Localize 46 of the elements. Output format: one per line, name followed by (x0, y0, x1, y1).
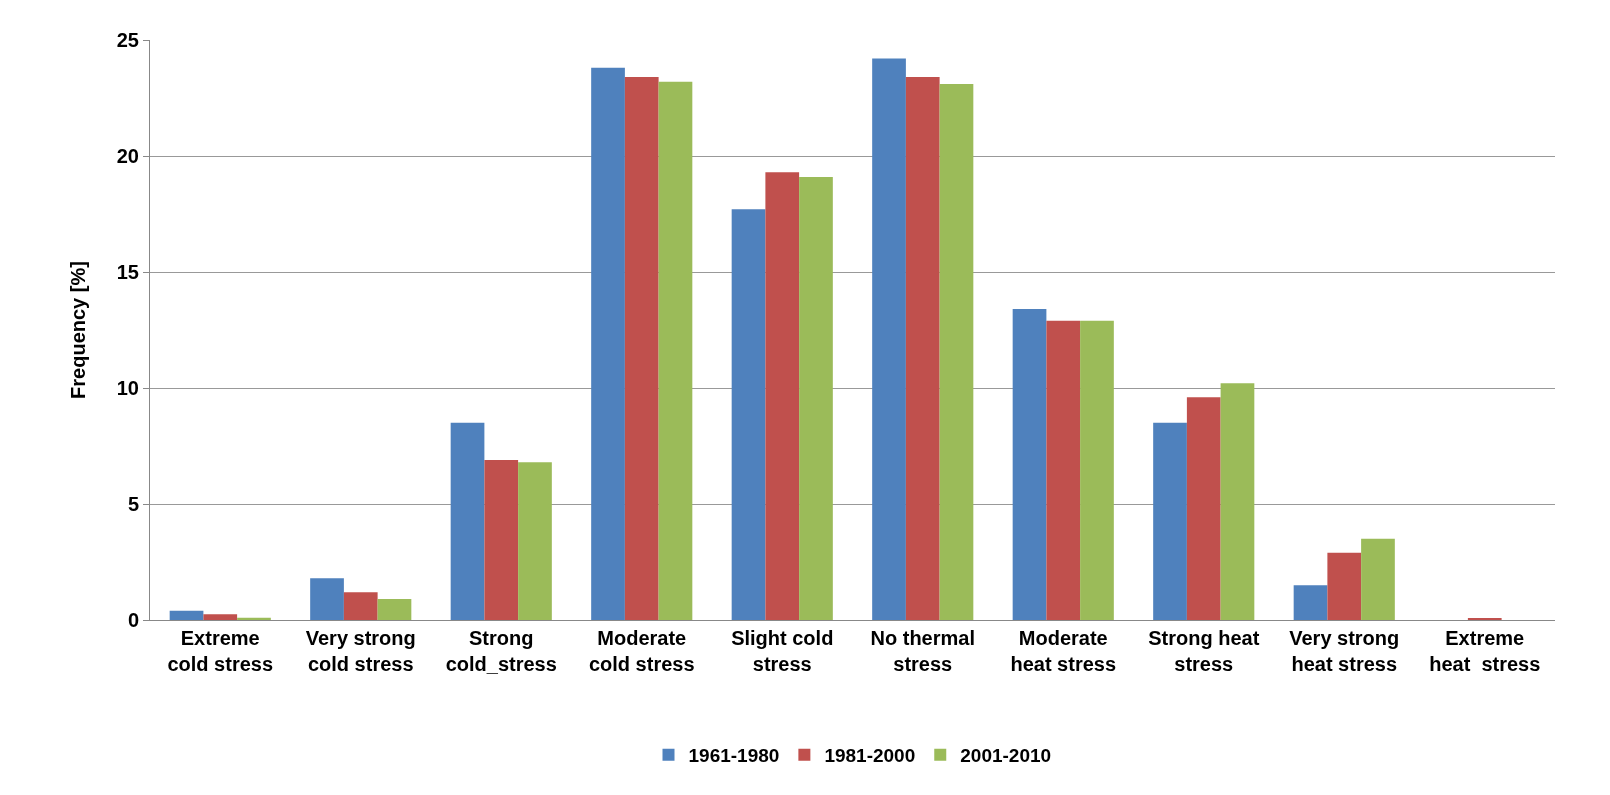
x-tick-label: Very strong cold stress (305, 627, 416, 675)
y-tick-label: 0 (127, 609, 139, 631)
legend-label: 1981-2000 (824, 745, 916, 767)
y-axis-title: Frequency [%] (67, 261, 90, 399)
bar (1186, 397, 1221, 620)
bar (450, 422, 485, 620)
y-tick-label: 15 (116, 261, 139, 283)
bar (765, 172, 800, 620)
x-tick-label: Strong cold_stress (445, 627, 557, 675)
bar (377, 599, 412, 620)
bar (1153, 422, 1187, 620)
x-tick-label: Very strong heat stress (1289, 627, 1400, 675)
bar (484, 459, 519, 620)
x-tick-label: Strong heat stress (1148, 627, 1260, 675)
x-tick-label: No thermal stress (870, 627, 975, 675)
bar (1327, 552, 1362, 620)
bar (872, 58, 906, 620)
bar (1220, 383, 1255, 620)
bar (203, 614, 238, 620)
legend-label: 1961-1980 (688, 745, 780, 767)
bar (518, 462, 552, 620)
bar (624, 77, 659, 620)
y-tick-label: 25 (116, 29, 139, 51)
x-tick-label: Extreme cold stress (167, 627, 274, 675)
bar (1080, 320, 1114, 620)
legend-label: 2001-2010 (960, 745, 1052, 767)
bar (310, 578, 344, 620)
x-tick-label: Moderate heat stress (1010, 627, 1117, 675)
bar (905, 77, 940, 620)
bar (1293, 585, 1328, 620)
x-tick-label: Extreme heat stress (1429, 627, 1541, 675)
y-tick-label: 10 (116, 377, 139, 399)
x-tick-label: Moderate cold stress (588, 627, 695, 675)
bar (1361, 538, 1395, 620)
bar (169, 610, 204, 620)
x-tick-label: Slight cold stress (731, 627, 834, 675)
bar (343, 592, 378, 620)
bar (1046, 320, 1081, 620)
bar (939, 84, 974, 620)
bar (799, 176, 833, 620)
bar (1012, 309, 1047, 620)
y-tick-label: 20 (116, 145, 139, 167)
bar (658, 81, 693, 620)
y-tick-label: 5 (127, 493, 139, 515)
bar (731, 209, 766, 620)
bar (591, 67, 625, 620)
